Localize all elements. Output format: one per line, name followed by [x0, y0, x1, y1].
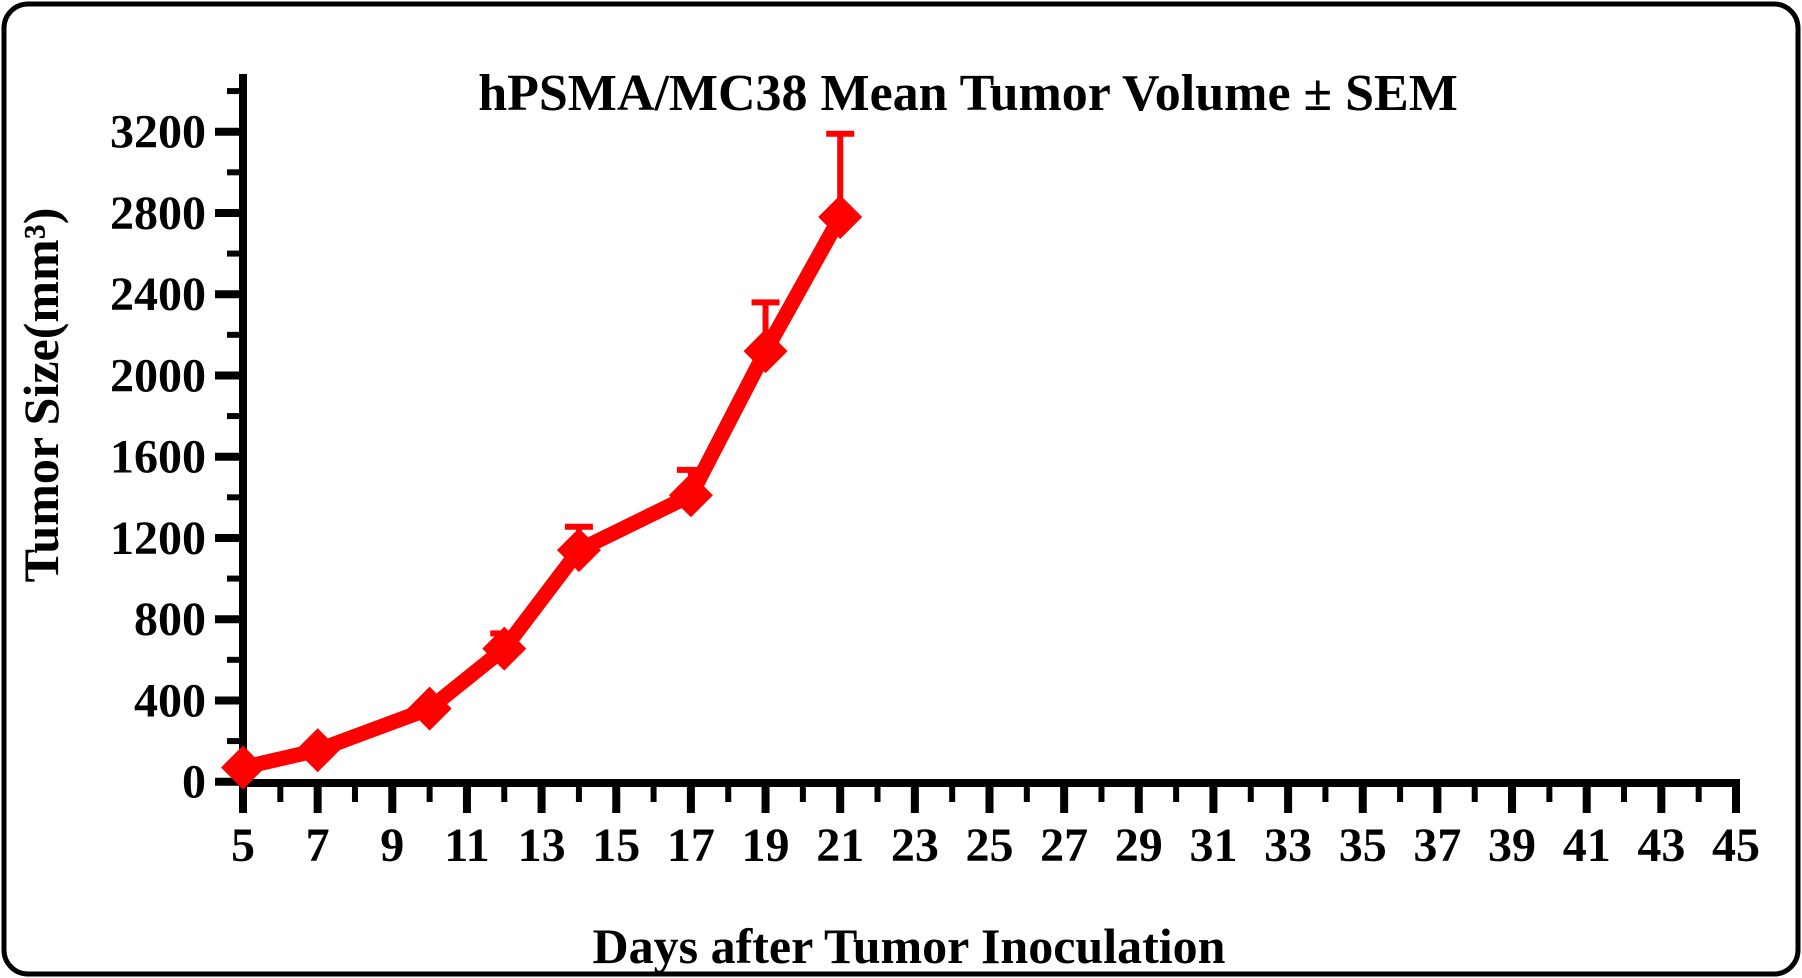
x-tick-label: 13: [518, 819, 566, 872]
y-tick-label: 1200: [110, 512, 206, 565]
x-tick-label: 41: [1563, 819, 1611, 872]
x-tick-label: 31: [1189, 819, 1237, 872]
data-point-marker: [668, 473, 713, 518]
x-tick-label: 9: [380, 819, 404, 872]
y-tick-label: 0: [182, 756, 206, 809]
x-tick-label: 21: [816, 819, 864, 872]
axes: 0 400 800 1200 1600 2000 2400 2800 3200 5 7 9 11 13 15…: [110, 74, 1760, 872]
x-tick-label: 7: [306, 819, 330, 872]
x-tick-label: 33: [1264, 819, 1312, 872]
x-tick-label: 37: [1413, 819, 1461, 872]
x-axis-title: Days after Tumor Inoculation: [593, 918, 1226, 974]
data-point-marker: [295, 728, 340, 773]
data-point-marker: [407, 686, 452, 731]
x-tick-label: 17: [667, 819, 715, 872]
data-point-marker: [221, 745, 265, 790]
x-tick-label: 19: [742, 819, 790, 872]
y-tick-label: 2000: [110, 349, 206, 402]
x-tick-label: 43: [1637, 819, 1685, 872]
x-tick-label: 23: [891, 819, 939, 872]
data-point-marker: [482, 626, 527, 671]
data-point-marker: [556, 528, 601, 573]
y-tick-label: 1600: [110, 431, 206, 484]
x-tick-label: 5: [231, 819, 255, 872]
x-tick-label: 29: [1115, 819, 1163, 872]
data-point-marker: [818, 195, 863, 240]
y-tick-label: 2400: [110, 268, 206, 321]
x-tick-label: 15: [592, 819, 640, 872]
y-tick-label: 2800: [110, 187, 206, 240]
y-axis-title: Tumor Size(mm³): [13, 208, 69, 583]
x-tick-label: 35: [1339, 819, 1387, 872]
series-line: [235, 209, 848, 775]
chart-title: hPSMA/MC38 Mean Tumor Volume ± SEM: [478, 65, 1458, 122]
x-tick-label: 25: [966, 819, 1014, 872]
x-tick-label: 27: [1040, 819, 1088, 872]
y-tick-label: 3200: [110, 106, 206, 159]
y-tick-label: 400: [134, 674, 206, 727]
x-tick-label: 45: [1712, 819, 1760, 872]
y-tick-label: 800: [134, 593, 206, 646]
data-series: [221, 130, 863, 790]
x-tick-label: 11: [444, 819, 489, 872]
x-tick-label: 39: [1488, 819, 1536, 872]
data-point-marker: [743, 329, 788, 374]
